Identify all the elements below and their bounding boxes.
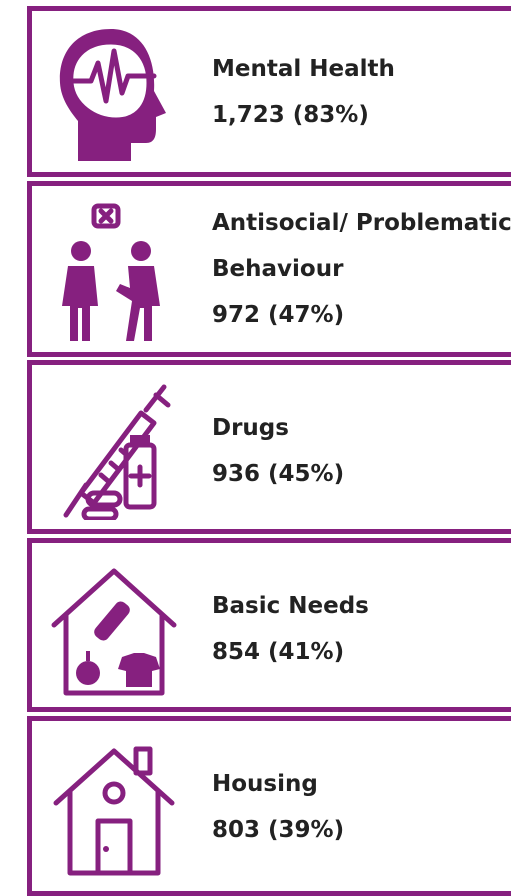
category-card: Mental Health 1,723 (83%) [27,6,511,177]
category-label: Housing [212,771,318,797]
category-label: Mental Health [212,56,395,82]
category-stat: 1,723 (83%) [212,102,369,128]
category-text: Housing 803 (39%) [212,761,512,853]
housing-icon [53,746,175,876]
category-card: Drugs 936 (45%) [27,360,511,534]
category-text: Drugs 936 (45%) [212,405,512,497]
category-label: Antisocial/ Problematic Behaviour [212,210,512,282]
drugs-icon [63,384,171,520]
category-stat: 936 (45%) [212,461,345,487]
behaviour-icon [62,203,160,341]
category-card: Basic Needs 854 (41%) [27,538,511,712]
basic-needs-icon [51,568,177,696]
category-text: Antisocial/ Problematic Behaviour 972 (4… [212,200,512,338]
mental-health-icon [59,29,166,161]
category-card: Antisocial/ Problematic Behaviour 972 (4… [27,181,512,357]
category-label: Basic Needs [212,593,369,619]
category-label: Drugs [212,415,289,441]
category-text: Mental Health 1,723 (83%) [212,46,512,138]
category-stat: 854 (41%) [212,639,345,665]
category-stat: 972 (47%) [212,302,345,328]
category-card: Housing 803 (39%) [27,716,511,896]
category-text: Basic Needs 854 (41%) [212,583,512,675]
category-stat: 803 (39%) [212,817,345,843]
